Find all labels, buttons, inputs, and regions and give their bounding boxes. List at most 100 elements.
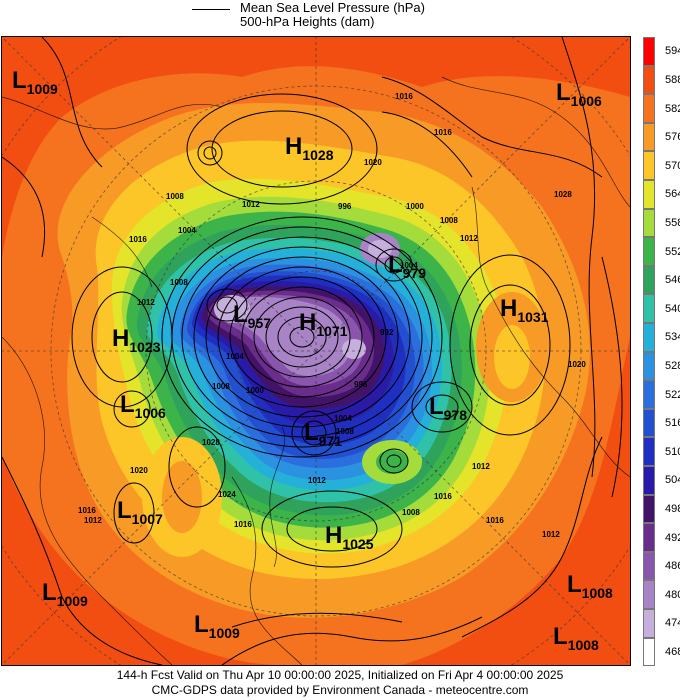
isobar-label: 996 [338, 202, 352, 211]
pressure-centre-high: H1031 [500, 295, 549, 326]
isobar-label: 992 [380, 328, 394, 337]
pressure-centre-high: H1028 [285, 133, 334, 164]
colorbar-swatch [643, 637, 655, 667]
colorbar-label: 534 [665, 331, 680, 344]
colorbar-label: 582 [665, 102, 680, 115]
colorbar-swatch [643, 237, 655, 266]
map-panel: 1016 1016 1020 1012 1008 1004 996 1000 1… [1, 36, 631, 666]
isobar-label: 1020 [130, 466, 148, 475]
colorbar-label: 468 [665, 645, 680, 658]
isobars [2, 37, 623, 665]
isobar-label: 1020 [568, 360, 586, 369]
colorbar-swatch [643, 609, 655, 638]
colorbar-swatch [643, 208, 655, 238]
colorbar-swatch [643, 466, 655, 495]
isobar-value-labels: 1016 1016 1020 1012 1008 1004 996 1000 1… [78, 92, 586, 539]
colorbar-swatch [643, 65, 655, 95]
colorbar-swatch [643, 122, 655, 152]
pressure-centre-low: L978 [429, 393, 468, 424]
isobar-label: 1016 [434, 128, 452, 137]
pressure-centre-high: H1071 [299, 309, 348, 340]
isobar-label: 1004 [400, 261, 418, 270]
pressure-centre-low: L957 [233, 301, 272, 332]
forecast-map: 1016 1016 1020 1012 1008 1004 996 1000 1… [2, 37, 630, 665]
pressure-centre-low: L1006 [120, 391, 166, 422]
colorbar-swatch [643, 580, 655, 609]
colorbar-swatch [643, 494, 655, 524]
colorbar-swatch [643, 380, 655, 409]
isobar-label: 1012 [308, 476, 326, 485]
height-band-480 [223, 297, 351, 376]
colorbar-label: 480 [665, 588, 680, 601]
height-band-570 [494, 325, 530, 389]
colorbar-label: 540 [665, 302, 680, 315]
colorbar-label: 588 [665, 73, 680, 86]
colorbar-swatch [643, 265, 655, 295]
isobar-label: 1000 [246, 386, 264, 395]
isobar-label: 1028 [202, 438, 220, 447]
isobar-label: 1008 [166, 192, 184, 201]
pressure-centre-low: L1007 [117, 497, 163, 528]
isobar-label: 1012 [542, 530, 560, 539]
coastlines [2, 76, 630, 665]
isobar-label: 1012 [472, 462, 490, 471]
legend-label-heights: 500-hPa Heights (dam) [240, 14, 375, 29]
colorbar-label: 504 [665, 474, 680, 487]
isobar-label: 1008 [336, 427, 354, 436]
colorbar-swatch [643, 523, 655, 552]
isobar-label: 996 [354, 380, 368, 389]
pressure-centre-high: H1025 [325, 522, 374, 553]
isobar-label: 1008 [440, 216, 458, 225]
colorbar-label: 498 [665, 502, 680, 515]
pressure-centre-low: L1009 [12, 67, 58, 98]
isobar-label: 1028 [554, 190, 572, 199]
colorbar-swatch [643, 37, 655, 66]
colorbar-label: 528 [665, 359, 680, 372]
colorbar-swatch [643, 351, 655, 381]
colorbar-swatch [643, 551, 655, 581]
isobar-label: 1000 [406, 202, 424, 211]
isobar-label: 1016 [234, 520, 252, 529]
isobar-label: 1016 [395, 92, 413, 101]
pressure-centre-low: L979 [388, 251, 427, 282]
isobar-label: 1008 [170, 278, 188, 287]
colorbar-label: 492 [665, 531, 680, 544]
map-legend: Mean Sea Level Pressure (hPa) 500-hPa He… [0, 0, 680, 36]
colorbar-swatch [643, 151, 655, 180]
pressure-centre-low: L1009 [42, 579, 88, 610]
isobar-label: 1004 [334, 414, 352, 423]
isobar-label: 1016 [129, 235, 147, 244]
colorbar-label: 570 [665, 159, 680, 172]
isobar-label: 1012 [137, 298, 155, 307]
pressure-centre-low: L1008 [567, 571, 613, 602]
colorbar-label: 510 [665, 445, 680, 458]
colorbar-swatch [643, 180, 655, 209]
colorbar-label: 558 [665, 216, 680, 229]
isobar-label: 1016 [78, 506, 96, 515]
data-credit: CMC-GDPS data provided by Environment Ca… [151, 683, 529, 697]
colorbar-label: 522 [665, 388, 680, 401]
colorbar-label: 552 [665, 245, 680, 258]
colorbar-label: 486 [665, 560, 680, 573]
colorbar-swatch [643, 94, 655, 123]
isobar-label: 1004 [226, 352, 244, 361]
height-band-576 [162, 461, 202, 533]
isobar-label: 1016 [486, 516, 504, 525]
isobar-line-swatch [192, 9, 230, 10]
isobar-label: 1004 [178, 226, 196, 235]
height-band-588 [402, 337, 630, 665]
pressure-centre-low: L1006 [556, 79, 602, 110]
isobar-label: 1008 [212, 382, 230, 391]
forecast-valid-time: 144-h Fcst Valid on Thu Apr 10 00:00:00 … [116, 668, 564, 682]
colorbar-label: 516 [665, 417, 680, 430]
isobar-label: 1020 [364, 158, 382, 167]
height-band-474 [342, 339, 366, 359]
map-footer: 144-h Fcst Valid on Thu Apr 10 00:00:00 … [0, 668, 680, 698]
colorbar-swatch [643, 437, 655, 466]
isobar-label: 1012 [242, 200, 260, 209]
isobar-label: 1008 [402, 508, 420, 517]
pressure-centre-low: L971 [304, 419, 343, 450]
isobar-label: 1016 [434, 492, 452, 501]
colorbar-swatch [643, 323, 655, 352]
legend-label-pressure: Mean Sea Level Pressure (hPa) [240, 0, 425, 15]
